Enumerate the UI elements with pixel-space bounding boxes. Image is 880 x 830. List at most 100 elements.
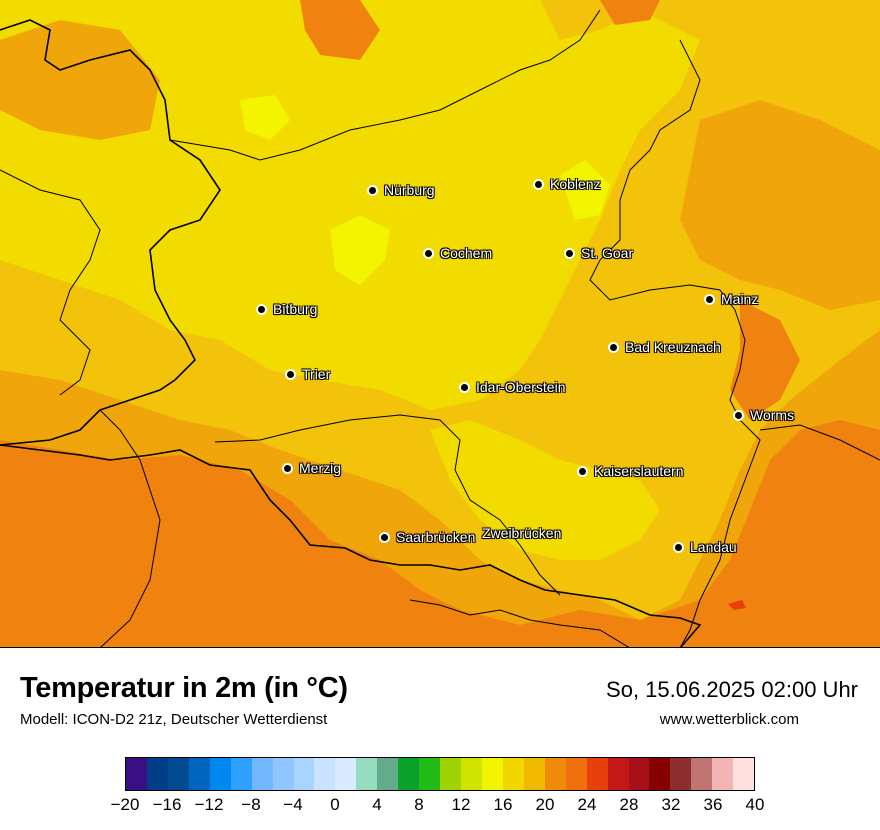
city-dot: [577, 465, 588, 477]
map-bottom-border: [0, 647, 880, 648]
legend-swatch: [712, 758, 734, 790]
legend-swatch: [670, 758, 692, 790]
color-legend-ticks: −20 −16 −12 −8 −4 0 4 8 12 16 20 24 28 32 36 40: [0, 795, 880, 819]
city-label: Landau: [690, 539, 737, 555]
legend-swatch: [377, 758, 399, 790]
legend-tick-label: 0: [330, 795, 340, 814]
city-marker-trier: Trier: [285, 367, 330, 381]
city-dot: [379, 531, 390, 543]
city-label: Mainz: [721, 291, 759, 307]
legend-swatch: [314, 758, 336, 790]
border-southeast: [409, 599, 631, 648]
legend-tick-label: 12: [451, 795, 471, 814]
city-marker-koblenz: Koblenz: [533, 177, 601, 191]
city-label: Cochem: [440, 245, 493, 261]
city-marker-cochem: Cochem: [423, 246, 492, 260]
legend-tick-label: −20: [110, 795, 140, 814]
legend-swatch: [628, 758, 650, 790]
city-dot: [704, 293, 715, 305]
river-border-west: [0, 169, 101, 396]
legend-tick-label: −16: [152, 795, 182, 814]
city-dot: [256, 303, 267, 315]
city-marker-idar-oberstein: Idar-Oberstein: [459, 380, 565, 394]
legend-swatch: [335, 758, 357, 790]
chart-title: Temperatur in 2m (in °C): [20, 672, 348, 704]
legend-swatch: [440, 758, 461, 790]
legend-swatch: [544, 758, 566, 790]
legend-tick-label: 40: [745, 795, 765, 814]
city-dot: [285, 368, 296, 380]
forecast-datetime: So, 15.06.2025 02:00 Uhr: [606, 677, 858, 702]
legend-tick-label: −8: [241, 795, 261, 814]
border-lux-south: [99, 409, 161, 648]
legend-swatch: [607, 758, 629, 790]
city-dot: [367, 184, 378, 196]
legend-tick-label: 32: [661, 795, 681, 814]
state-border-east: [589, 39, 761, 648]
legend-swatch: [188, 758, 210, 790]
city-dot: [564, 247, 575, 259]
legend-swatch: [481, 758, 503, 790]
legend-swatch: [272, 758, 294, 790]
legend-swatch: [356, 758, 378, 790]
legend-swatch: [293, 758, 315, 790]
website-label: www.wetterblick.com: [659, 711, 799, 728]
border-far-east: [759, 424, 880, 461]
temperature-zone-orange-ne: [680, 100, 880, 310]
temperature-zone-bright-yellow-2: [560, 160, 610, 220]
temperature-zone-yellow: [0, 0, 700, 410]
city-marker-merzig: Merzig: [282, 461, 341, 475]
legend-swatch: [126, 758, 147, 790]
city-label: Merzig: [299, 460, 342, 476]
legend-tick-label: 28: [619, 795, 639, 814]
legend-tick-label: 4: [372, 795, 382, 814]
national-border: [0, 19, 221, 446]
temperature-zone-bright-yellow: [330, 215, 390, 285]
legend-tick-label: 20: [535, 795, 555, 814]
legend-swatch: [691, 758, 713, 790]
temperature-map: Nürburg Koblenz Cochem St. Goar Mainz Bi…: [0, 0, 880, 648]
city-dot: [673, 541, 684, 553]
legend-swatch: [733, 758, 755, 790]
city-marker-bitburg: Bitburg: [256, 302, 317, 316]
city-marker-kaiserslautern: Kaiserslautern: [577, 464, 684, 478]
temperature-zone-dark-orange-n: [300, 0, 380, 60]
state-border-rp-sl: [214, 414, 561, 596]
city-label: Idar-Oberstein: [476, 379, 566, 395]
legend-swatch: [461, 758, 482, 790]
city-label: Nürburg: [384, 182, 435, 198]
city-label: Worms: [750, 407, 795, 423]
city-dot: [459, 381, 470, 393]
legend-swatch: [230, 758, 252, 790]
borders: [0, 9, 880, 648]
map-svg: [0, 0, 880, 648]
temperature-zone-orange-nw: [0, 20, 160, 140]
city-label: Bitburg: [273, 301, 318, 317]
city-marker-landau: Landau: [673, 540, 737, 554]
temperature-zone-red: [728, 600, 746, 610]
city-label: Saarbrücken: [396, 529, 476, 545]
city-dot: [533, 178, 544, 190]
city-marker-saarbruecken: Saarbrücken: [379, 530, 475, 544]
legend-swatch: [146, 758, 168, 790]
legend-tick-label: −4: [283, 795, 303, 814]
temperature-zone-bright-yellow-3: [240, 95, 290, 140]
city-marker-nuerburg: Nürburg: [367, 183, 435, 197]
legend-swatch: [502, 758, 524, 790]
city-label: Bad Kreuznach: [625, 339, 721, 355]
temperature-zone-dark-orange-ne: [730, 300, 800, 420]
city-dot: [733, 409, 744, 421]
temperature-zone-dark-orange: [0, 420, 880, 648]
legend-swatch: [398, 758, 420, 790]
legend-tick-label: 36: [703, 795, 723, 814]
temperature-zone-dark-orange-n2: [600, 0, 660, 25]
color-legend-bar: [125, 757, 755, 791]
legend-tick-label: 16: [493, 795, 513, 814]
city-label: Kaiserslautern: [594, 463, 684, 479]
legend-swatch: [523, 758, 545, 790]
legend-swatch: [251, 758, 273, 790]
city-label: Koblenz: [550, 176, 601, 192]
city-marker-st-goar: St. Goar: [564, 246, 633, 260]
city-marker-mainz: Mainz: [704, 292, 758, 306]
city-dot: [608, 341, 619, 353]
